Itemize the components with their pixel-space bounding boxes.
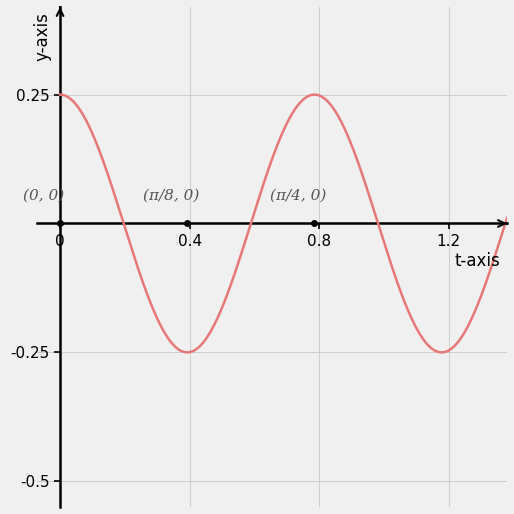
Text: t-axis: t-axis bbox=[455, 252, 501, 270]
Text: y-axis: y-axis bbox=[33, 12, 51, 61]
Text: (0, 0): (0, 0) bbox=[23, 189, 64, 203]
Text: (π/4, 0): (π/4, 0) bbox=[270, 189, 326, 203]
Text: (π/8, 0): (π/8, 0) bbox=[143, 189, 199, 203]
